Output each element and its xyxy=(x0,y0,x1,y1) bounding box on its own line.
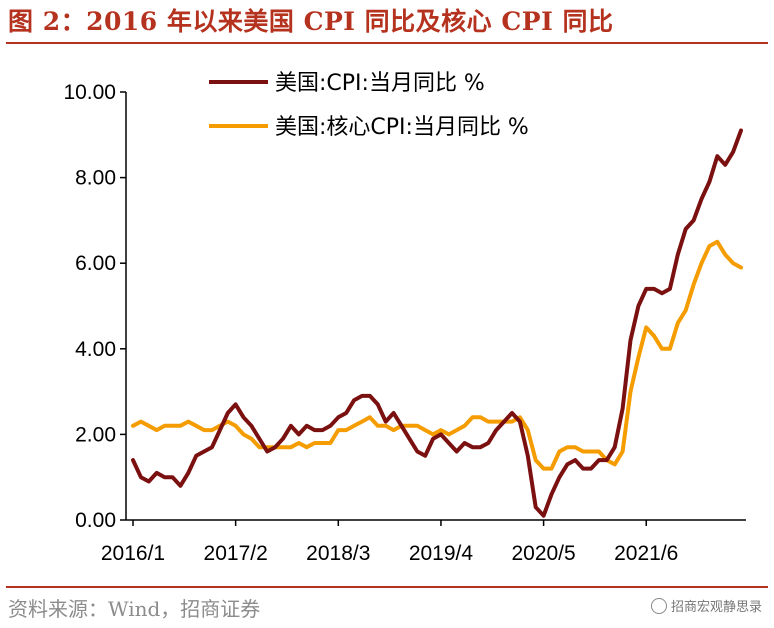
x-tick-label: 2017/2 xyxy=(204,542,268,565)
x-tick-label: 2019/4 xyxy=(409,542,474,565)
legend-label: 美国:核心CPI:当月同比 % xyxy=(275,115,529,140)
wechat-watermark: 招商宏观静思录 xyxy=(650,596,762,615)
x-tick-label: 2018/3 xyxy=(306,542,370,565)
y-tick-label: 10.00 xyxy=(63,81,116,104)
y-tick-label: 6.00 xyxy=(75,252,116,275)
legend-label: 美国:CPI:当月同比 % xyxy=(275,71,485,96)
y-tick-label: 2.00 xyxy=(75,423,116,446)
x-tick-label: 2020/5 xyxy=(511,542,575,565)
y-tick-label: 0.00 xyxy=(75,509,116,532)
chart-series xyxy=(131,128,743,518)
title-rule xyxy=(6,42,768,44)
watermark-text: 招商宏观静思录 xyxy=(670,600,762,615)
series-line-cpi xyxy=(131,128,743,518)
wechat-icon xyxy=(650,597,667,614)
series-line-core-cpi xyxy=(131,239,743,471)
y-tick-label: 4.00 xyxy=(75,338,116,361)
x-tick-label: 2016/1 xyxy=(101,542,165,565)
x-tick-label: 2021/6 xyxy=(614,542,678,565)
chart-axes: 0.00 2.00 4.00 6.00 8.00 10.00 2016/1 2017/2 201… xyxy=(63,81,746,565)
source-note: 资料来源：Wind，招商证券 xyxy=(8,597,261,621)
chart-legend: 美国:CPI:当月同比 % 美国:核心CPI:当月同比 % xyxy=(209,71,529,140)
y-tick-label: 8.00 xyxy=(75,167,116,190)
cpi-line-chart: 0.00 2.00 4.00 6.00 8.00 10.00 2016/1 2017/2 201… xyxy=(63,71,746,565)
figure-title: 图 2：2016 年以来美国 CPI 同比及核心 CPI 同比 xyxy=(8,7,614,36)
footer-rule xyxy=(6,586,768,588)
